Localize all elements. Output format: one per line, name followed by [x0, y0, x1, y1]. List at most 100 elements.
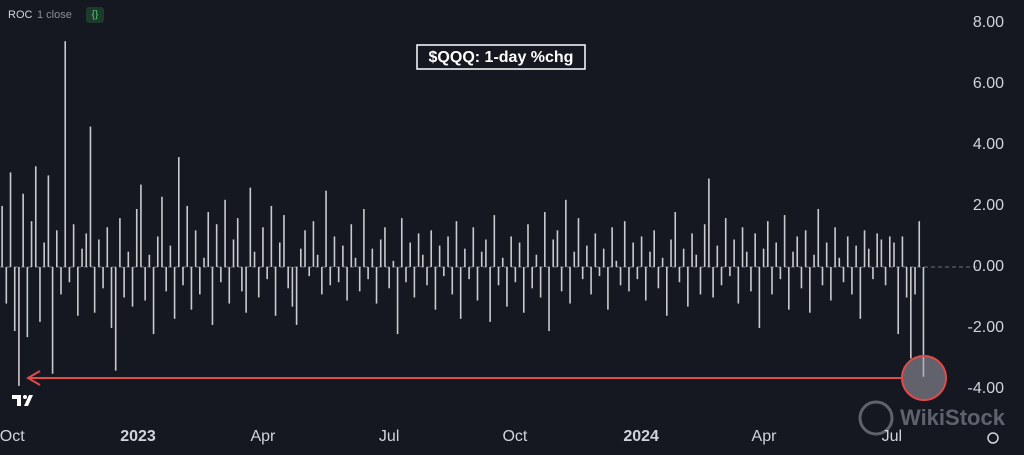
bar: [472, 227, 475, 267]
bar: [161, 196, 163, 267]
bar: [586, 245, 588, 267]
title-box: [416, 44, 586, 70]
bar: [215, 224, 218, 267]
indicator-legend: ROC 1 close {}: [8, 7, 104, 23]
bar: [98, 239, 100, 267]
bar: [350, 224, 353, 267]
y-tick-label: 6.00: [973, 75, 1004, 92]
bar: [682, 248, 685, 267]
bar: [190, 266, 193, 310]
bar: [821, 266, 824, 286]
bar: [186, 205, 189, 267]
bar: [813, 254, 815, 267]
bar: [522, 266, 525, 313]
bar: [464, 248, 466, 267]
bar: [30, 221, 33, 267]
bar: [64, 41, 67, 267]
bar: [34, 166, 37, 267]
annotation: [26, 355, 947, 401]
bar: [422, 254, 424, 267]
bar: [855, 245, 857, 267]
bar: [72, 224, 75, 267]
bar: [135, 208, 138, 267]
bar: [539, 266, 542, 298]
bar: [203, 257, 205, 267]
bar: [358, 266, 361, 292]
bar: [430, 230, 433, 267]
plot-area: [0, 41, 980, 386]
bar: [556, 230, 559, 267]
bar: [354, 257, 357, 267]
y-tick-label: 8.00: [973, 14, 1004, 31]
bar: [388, 266, 390, 289]
bar: [295, 266, 298, 325]
bar: [724, 218, 727, 267]
bar: [287, 266, 289, 289]
bar: [363, 208, 365, 267]
bar: [110, 266, 113, 328]
bar: [169, 245, 172, 267]
settings-icon[interactable]: [987, 432, 999, 444]
bar: [581, 266, 584, 280]
bar: [884, 266, 887, 286]
bar: [405, 266, 407, 283]
bar: [914, 266, 916, 295]
indicator-icon[interactable]: [86, 7, 104, 23]
bar: [102, 266, 104, 289]
bar: [695, 254, 698, 267]
watermark-icon: [858, 400, 894, 436]
logo-mark: [12, 395, 33, 406]
bar: [304, 230, 306, 267]
bar: [476, 266, 479, 301]
bar: [325, 190, 327, 267]
bar: [451, 266, 454, 295]
annotation-arrowhead: [26, 370, 41, 386]
bar: [379, 239, 382, 267]
bar: [577, 218, 580, 267]
bar: [657, 266, 660, 289]
bar: [670, 239, 672, 267]
bar: [384, 227, 386, 267]
bar: [26, 266, 29, 338]
bar: [148, 254, 151, 267]
bar: [775, 242, 778, 267]
bar: [81, 248, 83, 267]
x-tick-label: Apr: [250, 428, 276, 445]
bar: [337, 266, 340, 283]
bar: [922, 266, 925, 377]
x-tick-label: Oct: [502, 428, 527, 445]
bar: [22, 193, 24, 267]
bar: [788, 266, 790, 310]
bar: [602, 248, 605, 267]
bar: [119, 218, 121, 267]
bar: [741, 227, 744, 267]
bar: [804, 230, 807, 267]
bar: [367, 266, 369, 280]
bar: [623, 221, 626, 267]
bar: [321, 266, 323, 295]
bar: [720, 266, 723, 286]
bar: [371, 248, 374, 267]
bar: [51, 266, 54, 374]
bar: [712, 266, 714, 298]
bar: [400, 218, 403, 267]
bar: [834, 227, 836, 267]
bar: [619, 266, 622, 286]
bar: [426, 266, 428, 286]
bar: [144, 266, 146, 301]
bar: [501, 257, 504, 267]
bar: [156, 236, 159, 267]
bar: [224, 199, 226, 267]
bar: [825, 242, 828, 267]
bar: [910, 266, 912, 359]
bar: [249, 187, 252, 267]
bar: [443, 266, 445, 277]
bar: [152, 266, 155, 335]
bar: [497, 266, 500, 286]
bar: [607, 266, 609, 310]
bar: [905, 266, 908, 298]
bar: [842, 266, 845, 283]
bar: [85, 233, 88, 267]
bar: [666, 266, 668, 316]
bar: [838, 257, 841, 267]
